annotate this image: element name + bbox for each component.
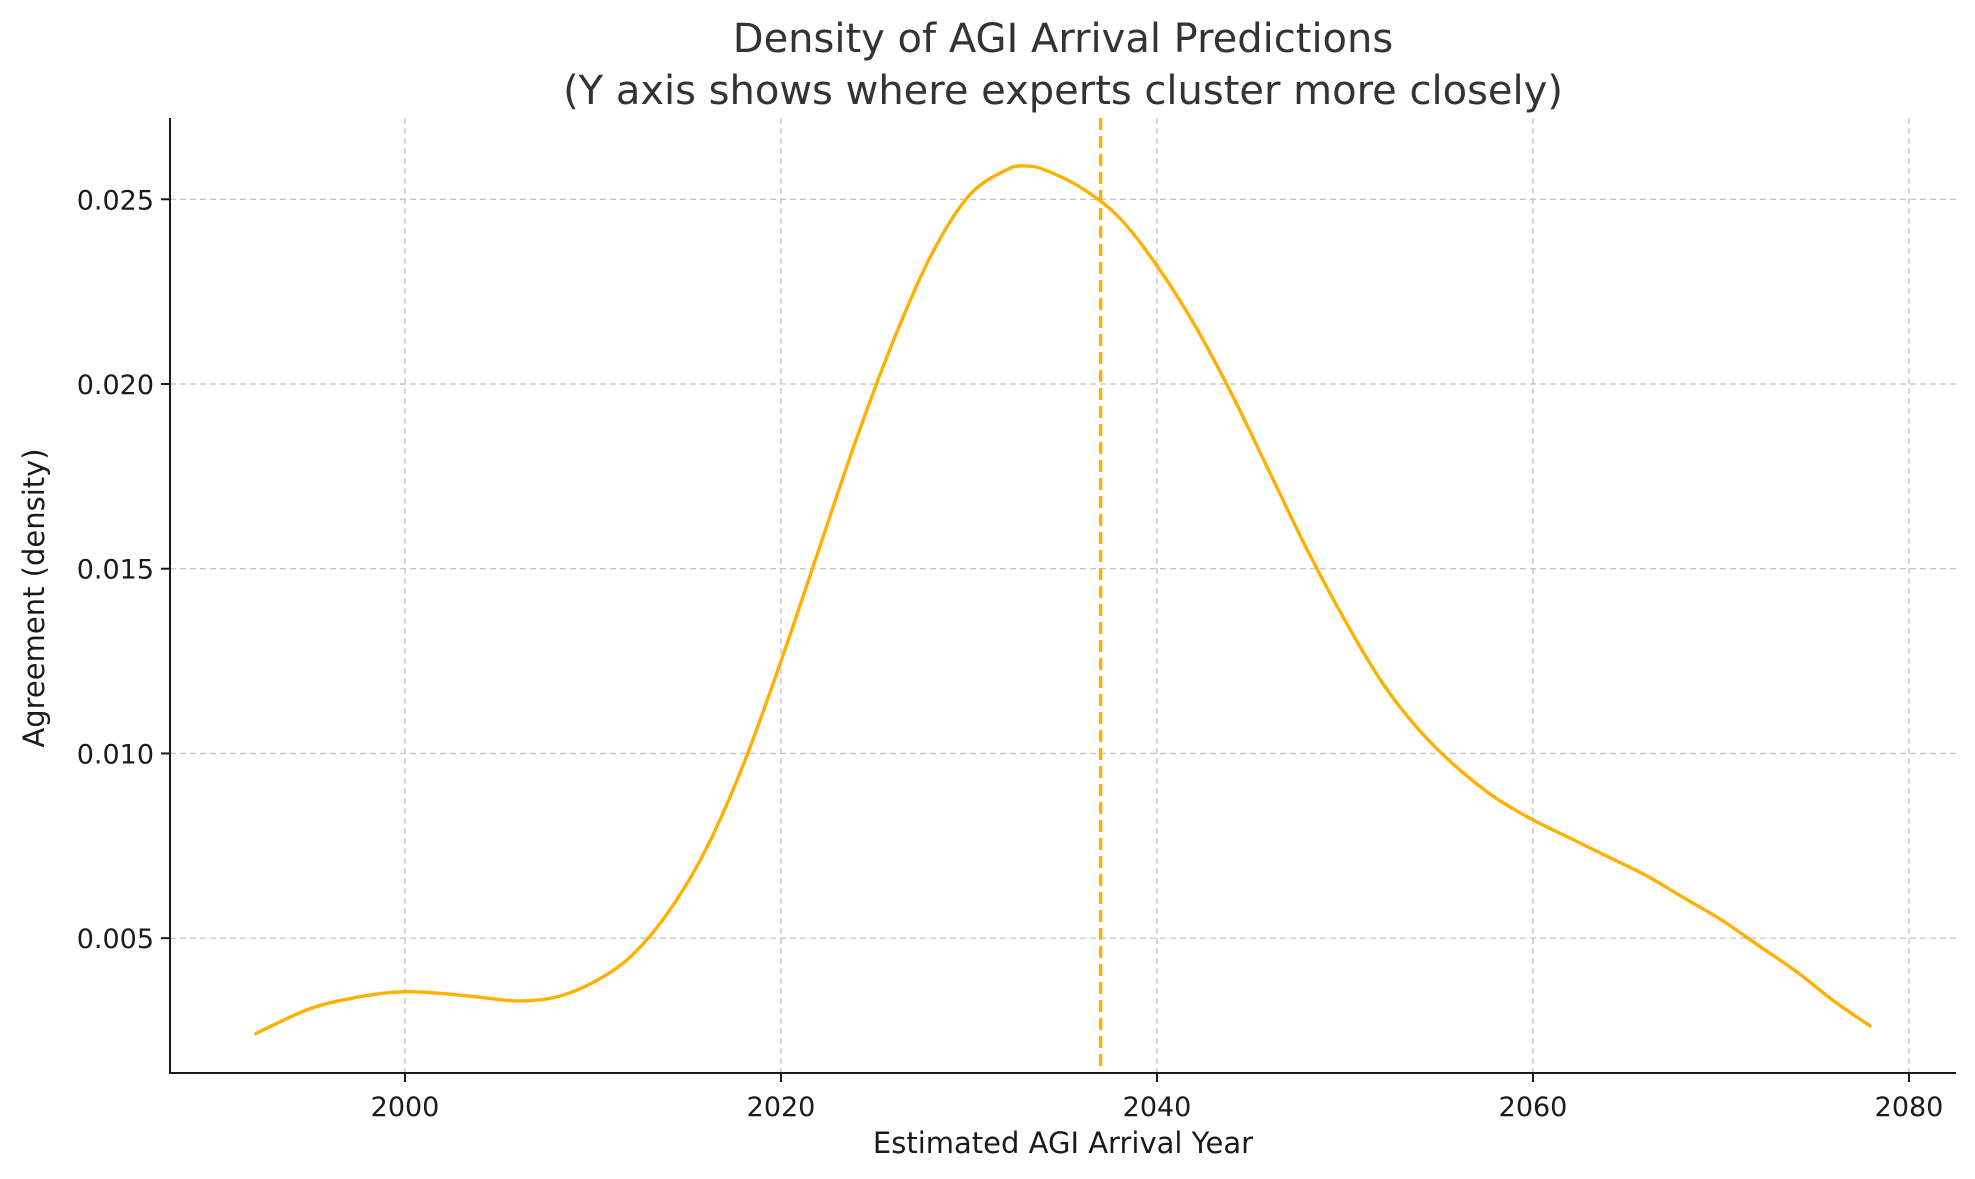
x-tick-label: 2000	[371, 1092, 440, 1123]
x-tick-label: 2040	[1123, 1092, 1192, 1123]
y-tick-label: 0.010	[77, 739, 154, 770]
chart-subtitle: (Y axis shows where experts cluster more…	[563, 68, 1563, 114]
density-curve	[253, 164, 1873, 1036]
y-tick-label: 0.025	[77, 185, 154, 216]
y-tick-label: 0.020	[77, 370, 154, 401]
y-tick-label: 0.005	[77, 924, 154, 955]
gridlines	[170, 118, 1956, 1073]
x-tick-label: 2080	[1875, 1092, 1944, 1123]
x-tick-label: 2060	[1499, 1092, 1568, 1123]
y-tick-label: 0.015	[77, 555, 154, 586]
chart-title: Density of AGI Arrival Predictions	[733, 16, 1393, 62]
axes	[169, 118, 1956, 1074]
x-axis-label: Estimated AGI Arrival Year	[873, 1126, 1253, 1160]
x-tick-label: 2020	[747, 1092, 816, 1123]
ticks: 2000 2020 2040 2060 2080 0.005 0.010 0.015 0.020…	[77, 185, 1944, 1123]
series-group	[253, 164, 1873, 1036]
y-axis-label: Agreement (density)	[17, 448, 51, 747]
